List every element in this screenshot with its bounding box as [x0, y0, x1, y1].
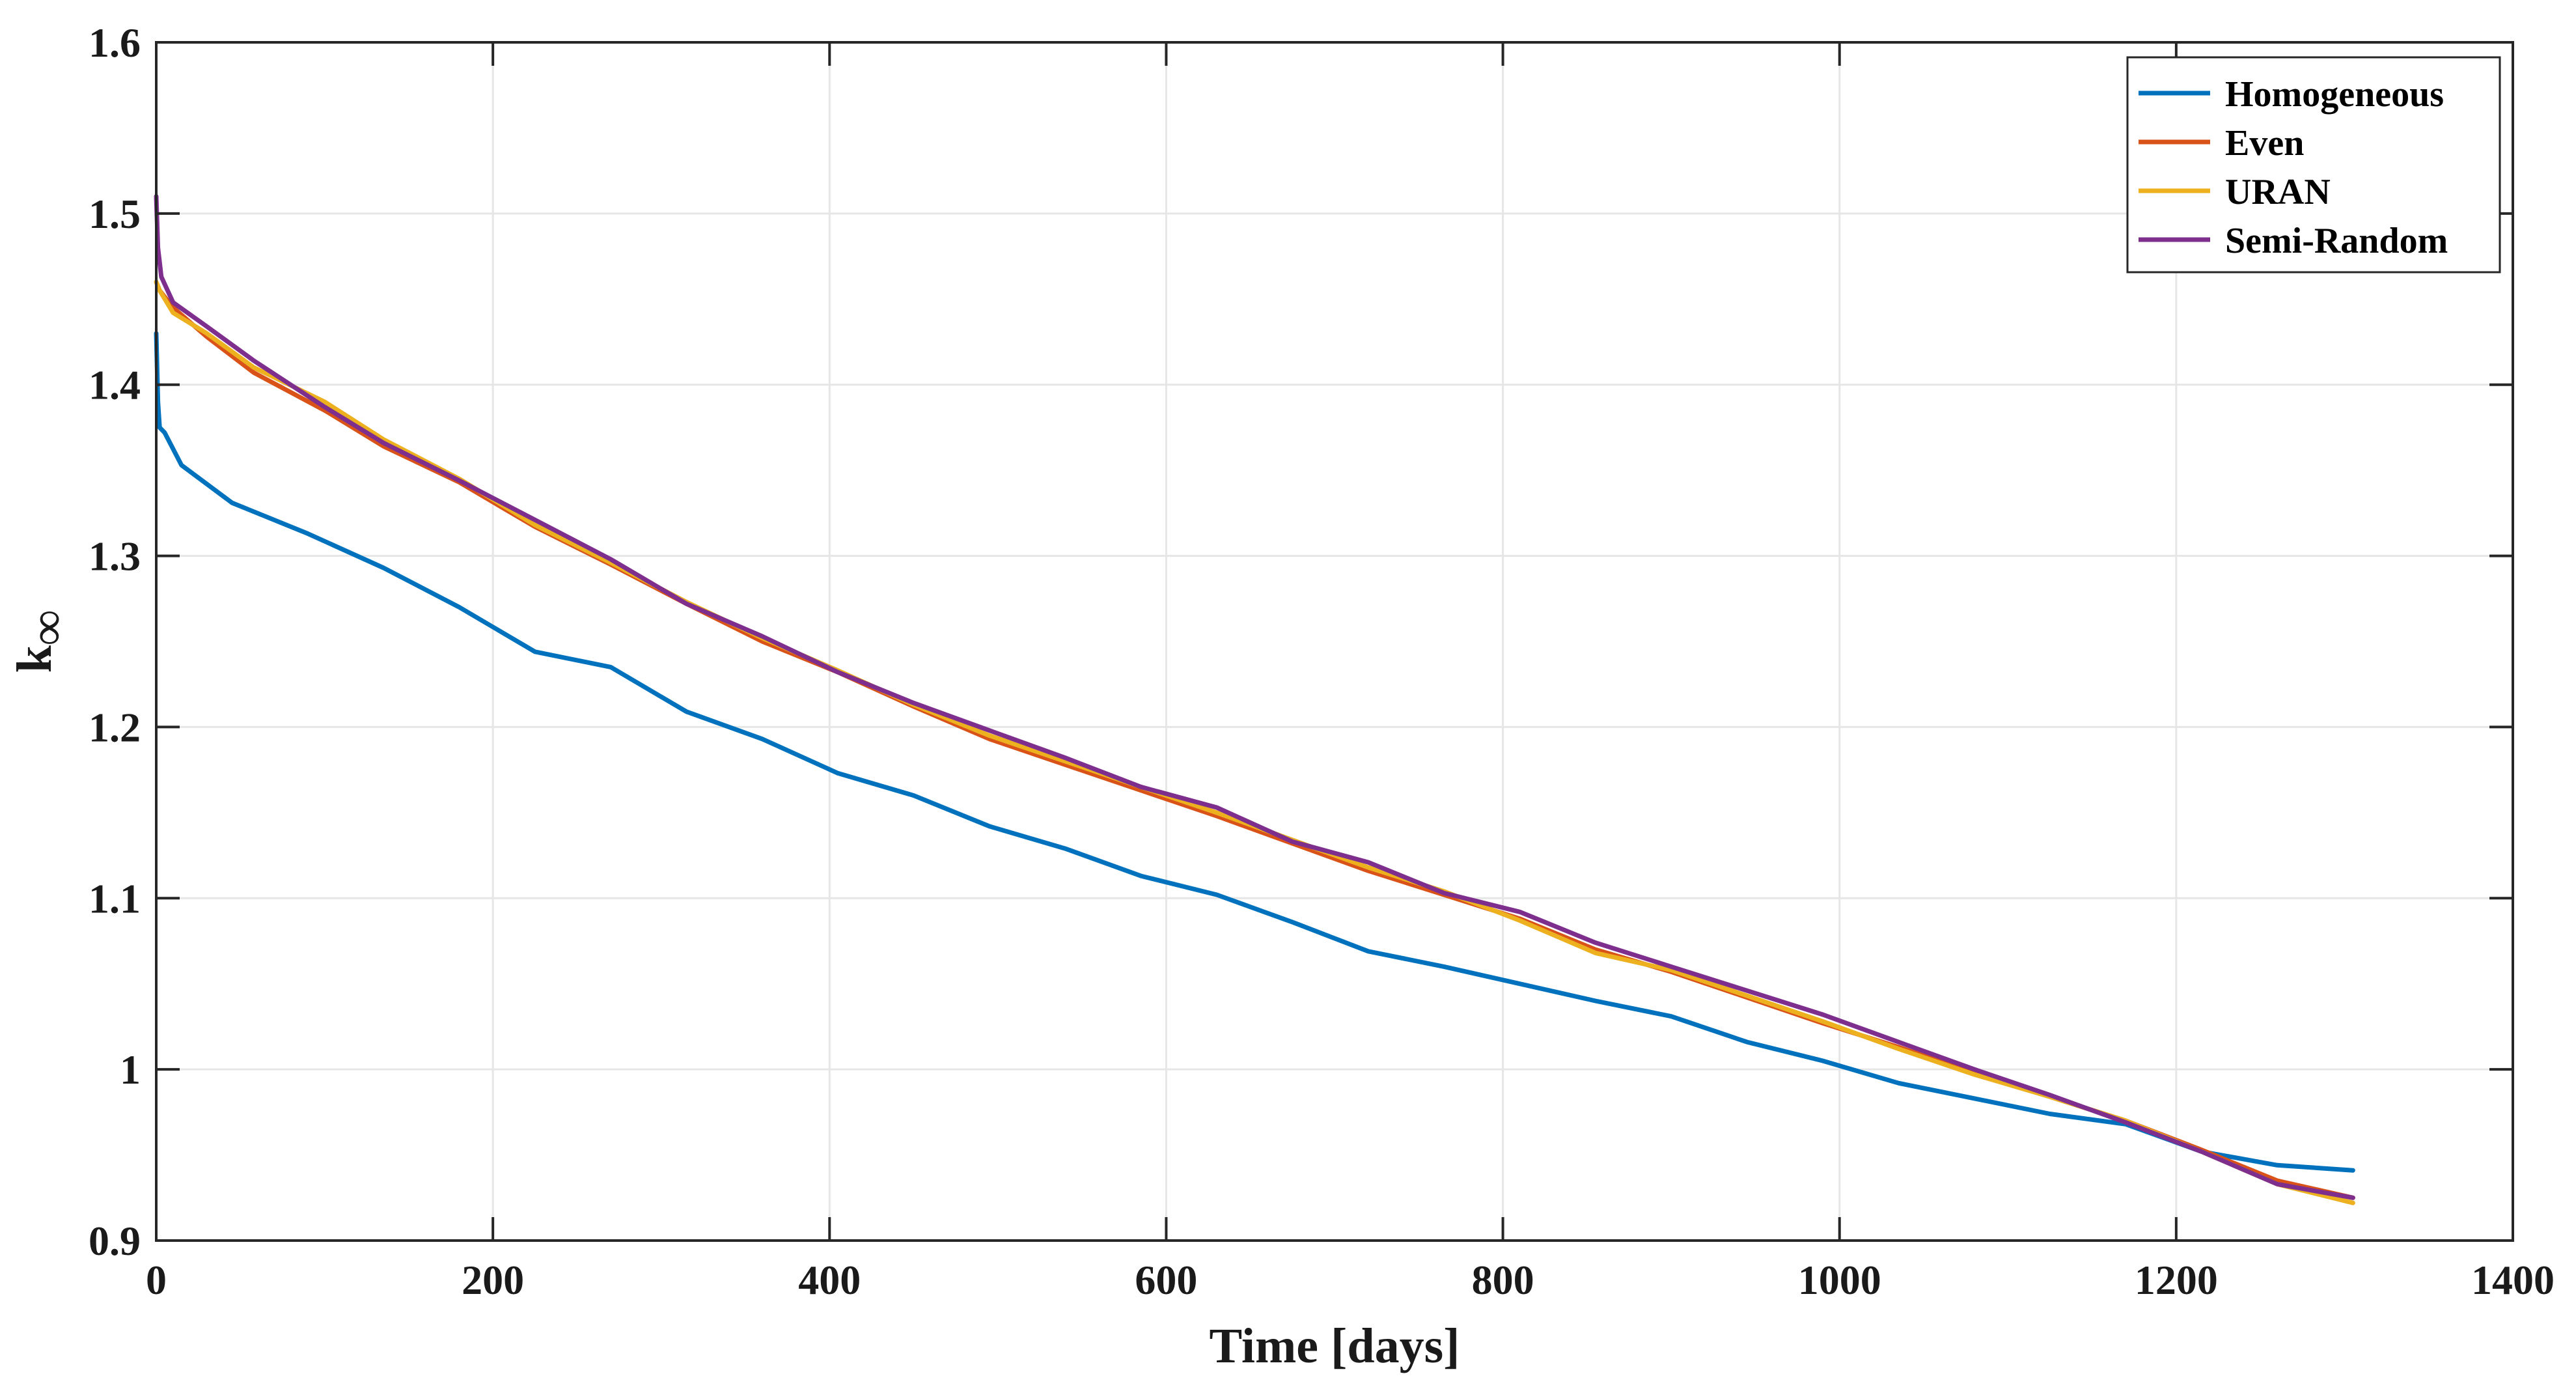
y-axis-title: k∞: [7, 610, 75, 673]
y-axis-title-main: k: [7, 645, 62, 673]
x-tick-label: 1000: [1798, 1257, 1881, 1303]
svg-text:k∞: k∞: [7, 610, 75, 673]
series-line-semi-random: [154, 194, 2355, 1200]
y-tick-label: 1: [120, 1046, 141, 1093]
y-tick-label: 1.6: [89, 20, 141, 66]
y-tick-label: 1.5: [89, 191, 141, 237]
legend-label-even: Even: [2225, 123, 2304, 163]
x-axis-title: Time [days]: [1210, 1319, 1460, 1373]
legend-label-uran: URAN: [2225, 172, 2331, 212]
y-axis-title-subscript: ∞: [20, 610, 75, 645]
series-lines: [154, 194, 2355, 1205]
x-tick-label: 200: [462, 1257, 524, 1303]
x-tick-label: 1200: [2135, 1257, 2218, 1303]
series-line-homogeneous: [154, 331, 2355, 1173]
legend-label-semi-random: Semi-Random: [2225, 221, 2448, 261]
legend: Homogeneous Even URAN Semi-Random: [2126, 56, 2501, 274]
plot-frame: [155, 41, 2514, 1242]
x-tick-label: 0: [146, 1257, 167, 1303]
x-tick-label: 800: [1472, 1257, 1534, 1303]
y-tick-label: 1.2: [89, 704, 141, 750]
x-tick-label: 400: [798, 1257, 861, 1303]
x-tick-labels: 0 200 400 600 800 1000 1200 1400: [146, 1257, 2555, 1303]
x-tick-label: 600: [1135, 1257, 1197, 1303]
y-tick-labels: 0.9 1 1.1 1.2 1.3 1.4 1.5 1.6: [89, 20, 141, 1264]
x-tick-label: 1400: [2471, 1257, 2555, 1303]
y-tick-label: 1.1: [89, 875, 141, 921]
plot-area: [156, 42, 2513, 1241]
y-tick-label: 0.9: [89, 1218, 141, 1264]
y-tick-label: 1.3: [89, 533, 141, 580]
legend-label-homogeneous: Homogeneous: [2225, 74, 2444, 115]
y-tick-label: 1.4: [89, 362, 141, 408]
axis-ticks: [155, 41, 2514, 1242]
